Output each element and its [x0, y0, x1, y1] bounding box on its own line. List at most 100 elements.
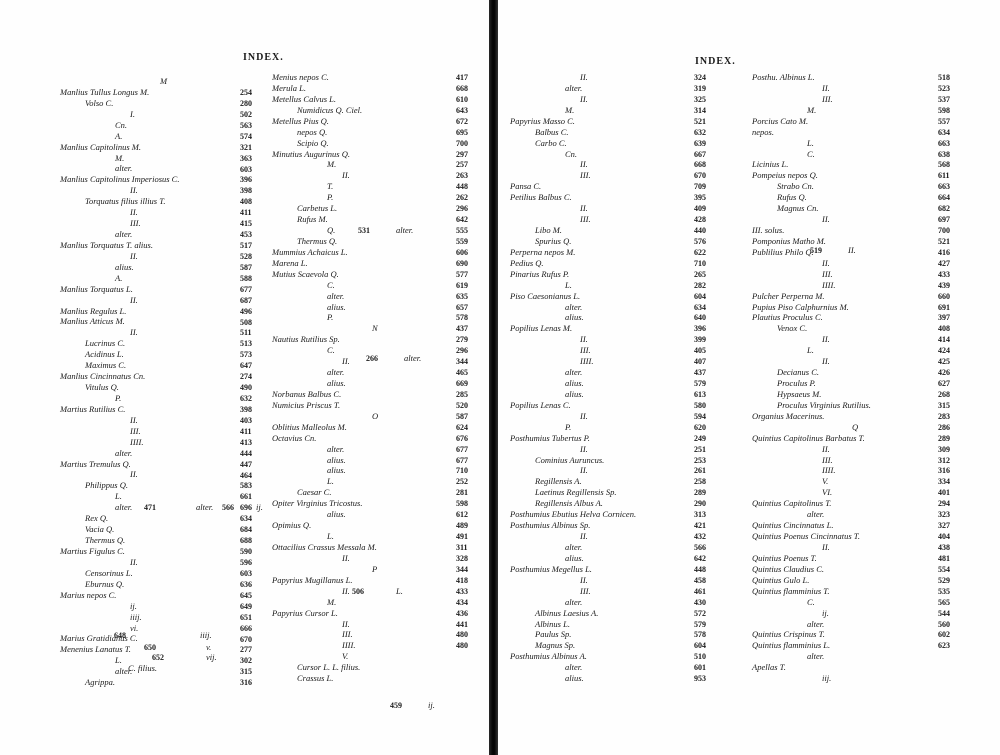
- index-entry-page: 426: [938, 368, 950, 378]
- index-entry-name: Libo M.: [535, 225, 562, 236]
- index-entry-name: IIII.: [342, 640, 356, 651]
- index-entry-page: 274: [240, 372, 252, 382]
- index-entry-page: 277: [240, 645, 252, 655]
- index-entry-name: Piso Caesonianus L.: [510, 290, 581, 301]
- index-entry-page: 642: [694, 553, 706, 563]
- index-entry-name: II.: [580, 203, 588, 214]
- index-entry-page: 448: [694, 564, 706, 574]
- index-entry-name: alius.: [565, 388, 584, 399]
- index-entry-name: alter.: [565, 541, 583, 552]
- index-entry-page: 555: [456, 226, 468, 236]
- index-entry-page: 433: [938, 269, 950, 279]
- index-entry-name: Posthumius Ebutius Helva Cornicen.: [510, 509, 637, 520]
- index-entry-name: alter.: [327, 290, 345, 301]
- index-entry-name: II.: [130, 556, 138, 567]
- index-inline-extra: L.: [396, 586, 403, 596]
- index-entry-page: 643: [456, 105, 468, 115]
- right-page-header: INDEX.: [695, 56, 736, 67]
- index-entry-page: 437: [456, 324, 468, 334]
- index-entry-name: II.: [580, 574, 588, 585]
- index-entry-name: VI.: [822, 487, 833, 498]
- index-entry-page: 254: [240, 88, 252, 97]
- index-entry-page: 416: [938, 247, 950, 257]
- index-entry-page: 668: [694, 160, 706, 170]
- index-entry-page: 604: [694, 641, 706, 651]
- index-entry-name: Proculus P.: [777, 378, 816, 389]
- index-entry-name: alter.: [327, 443, 345, 454]
- index-entry-page: 430: [694, 597, 706, 607]
- index-entry-page: 677: [240, 284, 252, 294]
- index-entry-page: 398: [240, 404, 252, 414]
- index-entry-page: 604: [694, 291, 706, 301]
- index-entry-page: 395: [694, 193, 706, 203]
- index-entry-name: Albinus L.: [535, 618, 570, 629]
- index-entry-name: IIII.: [130, 436, 144, 447]
- index-entry-name: Papyrius Mugillanus L.: [272, 574, 353, 585]
- index-entry-name: Quintius Cincinnatus L.: [752, 520, 834, 531]
- index-entry-name: V.: [342, 651, 349, 662]
- index-entry-name: Strabo Cn.: [777, 181, 814, 192]
- index-entry-page: 448: [456, 182, 468, 192]
- index-entry-page: 620: [694, 422, 706, 432]
- index-entry-name: Cn.: [565, 148, 578, 159]
- index-entry-name: Scipio Q.: [297, 137, 329, 148]
- index-entry-name: II.: [822, 443, 830, 454]
- index-entry-page: 638: [938, 149, 950, 159]
- index-entry-name: P.: [115, 392, 122, 403]
- index-entry-page: 587: [240, 262, 252, 272]
- index-entry-page: 632: [694, 127, 706, 137]
- index-entry-page: 481: [938, 553, 950, 563]
- index-entry-name: Cursor L. L. filius.: [297, 662, 361, 673]
- index-entry-name: Q: [852, 421, 859, 432]
- index-entry-page: 403: [240, 415, 252, 425]
- index-entry-name: II.: [822, 214, 830, 225]
- index-entry-page: 579: [694, 619, 706, 629]
- index-entry-page: 639: [694, 138, 706, 148]
- index-entry-name: alter.: [115, 163, 133, 174]
- index-entry-name: II.: [130, 250, 138, 261]
- index-entry-page: 518: [938, 73, 950, 82]
- index-entry-name: Octavius Cn.: [272, 432, 317, 443]
- index-entry-page: 314: [694, 105, 706, 115]
- index-entry-page: 315: [938, 400, 950, 410]
- index-entry-name: Cn.: [115, 119, 128, 130]
- index-entry-name: alter.: [115, 229, 133, 240]
- index-entry-page: 414: [938, 335, 950, 345]
- index-entry-page: 328: [456, 553, 468, 563]
- index-entry-page: 258: [694, 477, 706, 487]
- index-entry-name: II.: [580, 465, 588, 476]
- index-entry-name: nepos.: [752, 126, 774, 137]
- index-entry-page: 645: [240, 590, 252, 600]
- index-entry-page: 664: [938, 193, 950, 203]
- index-entry-page: 417: [456, 73, 468, 82]
- index-entry-name: Pansa C.: [510, 181, 542, 192]
- index-entry-page: 418: [456, 575, 468, 585]
- index-entry-name: M.: [807, 104, 817, 115]
- index-entry-page: 282: [694, 280, 706, 290]
- index-entry-page: 670: [694, 171, 706, 181]
- index-entry-page: 695: [456, 127, 468, 137]
- index-entry-name: alter.: [565, 596, 583, 607]
- index-entry-page: 603: [240, 164, 252, 174]
- index-entry-page: 676: [456, 433, 468, 443]
- index-entry-page: 684: [240, 525, 252, 535]
- index-entry-name: Paulus Sp.: [535, 629, 572, 640]
- index-entry-page: 511: [240, 328, 252, 338]
- index-entry-page: 601: [694, 663, 706, 673]
- index-entry-page: 700: [938, 226, 950, 236]
- index-entry-page: 613: [694, 389, 706, 399]
- index-entry-name: Manlius Cincinnatus Cn.: [60, 371, 146, 382]
- left-page-header: INDEX.: [243, 52, 284, 63]
- index-entry-name: II.: [342, 356, 350, 367]
- index-entry-page: 283: [938, 411, 950, 421]
- index-entry-page: 396: [694, 324, 706, 334]
- index-entry-name: Cominius Auruncus.: [535, 454, 605, 465]
- index-entry-page: 286: [938, 422, 950, 432]
- index-entry-name: Proculus Virginius Rutilius.: [777, 399, 871, 410]
- index-entry-name: Minutius Augurinus Q.: [272, 148, 351, 159]
- index-entry-name: Magnus Sp.: [535, 640, 576, 651]
- index-entry-name: Censorinus L.: [85, 567, 133, 578]
- index-entry-name: II.: [130, 294, 138, 305]
- index-entry-name: III.: [580, 214, 591, 225]
- index-inline-extra: iiij.: [200, 630, 212, 640]
